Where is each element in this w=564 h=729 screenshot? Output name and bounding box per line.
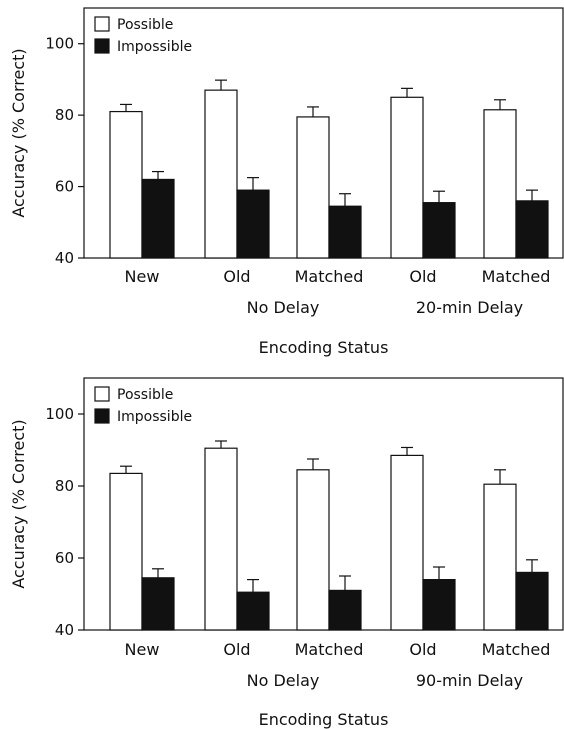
y-tick-label: 60 bbox=[55, 549, 74, 567]
y-tick-label: 40 bbox=[55, 249, 74, 267]
x-axis-title: Encoding Status bbox=[259, 710, 389, 729]
legend-label: Possible bbox=[117, 17, 173, 33]
legend-label: Possible bbox=[117, 387, 173, 403]
legend-swatch-possible bbox=[94, 16, 110, 32]
bar-impossible bbox=[422, 578, 456, 631]
bar-impossible bbox=[236, 591, 270, 631]
bar-possible bbox=[390, 96, 424, 259]
bar-possible bbox=[296, 116, 330, 259]
x-tick-label: Old bbox=[409, 267, 436, 286]
bar-possible bbox=[390, 454, 424, 631]
bar-possible bbox=[204, 447, 238, 631]
bar-impossible bbox=[328, 589, 362, 631]
bar-possible bbox=[296, 469, 330, 631]
legend-swatch-impossible bbox=[94, 408, 110, 424]
group-label: No Delay bbox=[247, 298, 320, 317]
bar-possible bbox=[204, 89, 238, 259]
y-tick-label: 100 bbox=[45, 405, 74, 423]
y-tick-label: 60 bbox=[55, 178, 74, 196]
x-axis-title: Encoding Status bbox=[259, 338, 389, 357]
chart-panel-2: 40 60 80 100 Accuracy (% Correct) New Old Match… bbox=[9, 377, 564, 729]
x-tick-label: Matched bbox=[482, 267, 551, 286]
group-label: No Delay bbox=[247, 671, 320, 690]
legend-label: Impossible bbox=[117, 409, 192, 425]
y-tick-label: 80 bbox=[55, 106, 74, 124]
chart-panel-1: 40 60 80 100 Accuracy (% Correct) New Old Match… bbox=[9, 7, 564, 357]
bar-impossible bbox=[515, 571, 549, 631]
y-tick-label: 40 bbox=[55, 621, 74, 639]
bar-possible bbox=[109, 472, 143, 631]
y-tick-label: 100 bbox=[45, 35, 74, 53]
bar-possible bbox=[483, 109, 517, 259]
group-label: 20-min Delay bbox=[416, 298, 523, 317]
x-tick-label: Matched bbox=[482, 640, 551, 659]
bar-impossible bbox=[422, 202, 456, 259]
legend-swatch-possible bbox=[94, 386, 110, 402]
x-tick-label: Matched bbox=[295, 640, 364, 659]
bar-impossible bbox=[141, 577, 175, 631]
bar-possible bbox=[109, 110, 143, 259]
x-tick-label: Old bbox=[223, 267, 250, 286]
x-tick-label: Matched bbox=[295, 267, 364, 286]
legend-label: Impossible bbox=[117, 39, 192, 55]
group-label: 90-min Delay bbox=[416, 671, 523, 690]
bar-impossible bbox=[141, 178, 175, 259]
x-tick-label: New bbox=[125, 267, 160, 286]
x-tick-label: Old bbox=[409, 640, 436, 659]
x-tick-label: New bbox=[125, 640, 160, 659]
x-tick-label: Old bbox=[223, 640, 250, 659]
bar-impossible bbox=[515, 200, 549, 259]
y-axis-title: Accuracy (% Correct) bbox=[9, 48, 28, 217]
bar-impossible bbox=[328, 205, 362, 259]
y-axis-title: Accuracy (% Correct) bbox=[9, 419, 28, 588]
y-tick-label: 80 bbox=[55, 477, 74, 495]
legend-swatch-impossible bbox=[94, 38, 110, 54]
bar-possible bbox=[483, 483, 517, 631]
bar-impossible bbox=[236, 189, 270, 259]
